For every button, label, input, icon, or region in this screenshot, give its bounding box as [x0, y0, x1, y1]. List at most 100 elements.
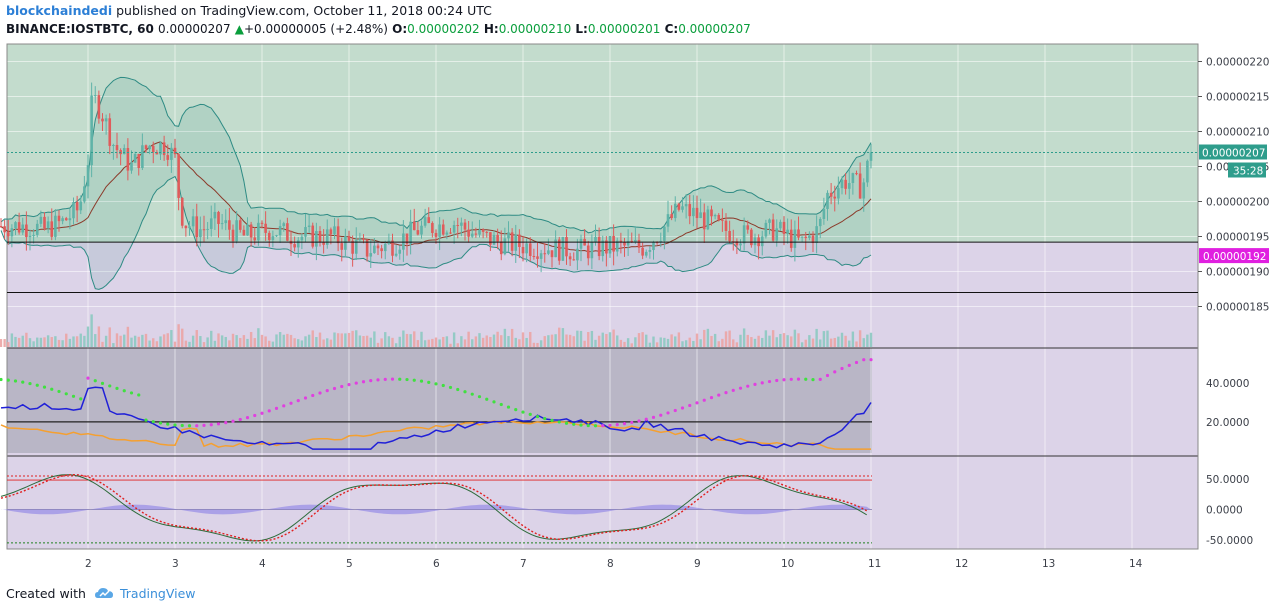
oscillator-dot: [775, 378, 779, 383]
volume-bar: [529, 331, 532, 347]
candle-body: [228, 220, 231, 230]
candle-body: [764, 222, 768, 237]
candle-body: [141, 145, 144, 168]
candle-body: [576, 248, 579, 261]
volume-bar: [10, 333, 14, 347]
candle-body: [151, 145, 155, 153]
volume-bar: [514, 337, 517, 347]
volume-bar: [790, 336, 793, 347]
volume-bar: [268, 340, 271, 347]
volume-bar: [837, 336, 840, 347]
volume-bar: [539, 340, 543, 347]
oscillator-tick-label: 40.0000: [1206, 378, 1249, 390]
oscillator-dot: [811, 378, 815, 382]
candle-body: [293, 244, 296, 248]
price-tick-label: 0.00000220: [1206, 57, 1269, 69]
candle-body: [804, 236, 808, 239]
volume-bar: [463, 339, 467, 347]
volume-bar: [536, 342, 539, 347]
candle-body: [670, 214, 673, 219]
candle-body: [394, 253, 398, 256]
candle-body: [242, 229, 246, 236]
volume-bar: [670, 334, 673, 347]
candle-body: [441, 224, 445, 235]
volume-bar: [206, 337, 209, 347]
oscillator-dot: [673, 408, 677, 413]
volume-bar: [340, 333, 343, 347]
volume-bar: [217, 333, 220, 347]
volume-bar: [224, 336, 227, 347]
oscillator-dot: [332, 386, 337, 391]
volume-bar: [587, 332, 590, 347]
volume-bar: [840, 332, 844, 347]
candle-body: [561, 237, 565, 261]
volume-bar: [152, 338, 155, 347]
volume-bar: [732, 339, 735, 347]
oscillator-dot: [622, 422, 627, 426]
volume-bar: [804, 339, 807, 347]
candle-body: [126, 148, 130, 171]
oscillator-dot: [586, 423, 590, 428]
candle-body: [402, 233, 405, 250]
oscillator-dot: [347, 383, 351, 387]
candle-body: [496, 234, 499, 242]
oscillator-dot: [303, 396, 308, 400]
oscillator-dot: [42, 385, 47, 389]
volume-bar: [260, 334, 264, 347]
oscillator-dot: [86, 376, 90, 380]
volume-bar: [162, 334, 166, 347]
candle-body: [304, 227, 307, 237]
volume-bar: [822, 331, 826, 347]
candle-body: [340, 243, 344, 250]
candle-body: [525, 243, 528, 254]
time-tick-label: 8: [607, 558, 614, 570]
volume-bar: [739, 334, 742, 347]
oscillator-dot: [122, 389, 126, 393]
candle-body: [652, 242, 655, 251]
candle-body: [833, 196, 837, 199]
author-link[interactable]: blockchaindedi: [6, 3, 113, 18]
volume-bar: [699, 339, 702, 347]
oscillator-dot: [463, 390, 467, 394]
oscillator-dot: [361, 380, 366, 384]
oscillator-dot: [100, 381, 105, 385]
oscillator-dot: [405, 377, 409, 382]
volume-bar: [478, 333, 481, 347]
volume-bar: [402, 330, 405, 347]
volume-bar: [532, 342, 536, 347]
tradingview-link[interactable]: TradingView: [119, 586, 196, 601]
volume-bar: [148, 340, 151, 347]
candle-body: [779, 221, 782, 229]
oscillator-dot: [731, 388, 735, 392]
volume-bar: [191, 335, 195, 347]
volume-bar: [489, 336, 492, 347]
candle-body: [46, 221, 50, 229]
volume-bar: [43, 337, 46, 347]
oscillator-dot: [369, 379, 373, 383]
candle-body: [474, 233, 478, 235]
oscillator-dot: [144, 418, 148, 422]
volume-bar: [101, 341, 104, 347]
volume-bar: [46, 335, 50, 347]
candle-body: [112, 144, 115, 146]
candle-body: [115, 144, 119, 151]
candle-body: [547, 250, 550, 254]
candle-body: [728, 230, 731, 242]
candle-body: [224, 220, 228, 224]
candle-body: [54, 215, 57, 237]
oscillator-dot: [492, 400, 496, 404]
candle-body: [188, 226, 191, 229]
candle-body: [514, 234, 518, 251]
oscillator-dot: [608, 423, 612, 427]
oscillator-dot: [514, 408, 518, 412]
candle-body: [510, 232, 514, 251]
candle-body: [133, 154, 137, 163]
candle-body: [97, 95, 101, 119]
time-tick-label: 3: [172, 558, 179, 570]
volume-bar: [75, 336, 79, 347]
candle-body: [137, 154, 141, 168]
oscillator-dot: [434, 382, 438, 386]
time-tick-label: 14: [1129, 558, 1143, 570]
volume-bar: [492, 334, 496, 347]
